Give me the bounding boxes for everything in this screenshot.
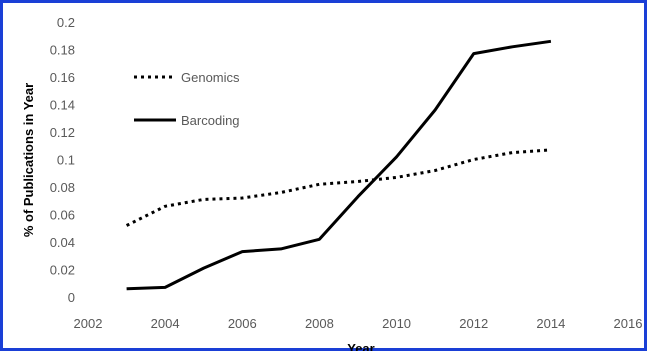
series-line-genomics [125, 148, 552, 227]
x-axis-label: Year [347, 341, 374, 351]
x-tick-label: 2016 [614, 316, 643, 331]
series-layer [125, 39, 552, 291]
y-tick-label: 0.16 [50, 70, 75, 85]
x-tick-label: 2014 [536, 316, 565, 331]
y-tick-label: 0.12 [50, 125, 75, 140]
y-axis-label: % of Publications in Year [21, 83, 36, 237]
y-tick-label: 0.18 [50, 43, 75, 58]
x-tick-label: 2006 [228, 316, 257, 331]
x-tick-label: 2010 [382, 316, 411, 331]
y-tick-label: 0.04 [50, 235, 75, 250]
y-tick-label: 0.08 [50, 180, 75, 195]
y-tick-label: 0.06 [50, 208, 75, 223]
series-line-barcoding [126, 39, 552, 291]
y-tick-label: 0.14 [50, 98, 75, 113]
x-tick-label: 2002 [74, 316, 103, 331]
legend-label-barcoding: Barcoding [181, 113, 240, 128]
x-tick-label: 2004 [151, 316, 180, 331]
y-tick-label: 0.2 [57, 15, 75, 30]
y-axis-ticks: 0 0.02 0.04 0.06 0.08 0.1 0.12 0.14 0.16 0.18 0.2 [50, 15, 75, 305]
y-tick-label: 0.02 [50, 263, 75, 278]
x-axis-ticks: 2002 2004 2006 2008 2010 2012 2014 2016 [74, 316, 643, 331]
legend: Genomics Barcoding [134, 70, 240, 128]
legend-label-genomics: Genomics [181, 70, 240, 85]
y-tick-label: 0 [68, 290, 75, 305]
x-tick-label: 2012 [459, 316, 488, 331]
x-tick-label: 2008 [305, 316, 334, 331]
y-tick-label: 0.1 [57, 153, 75, 168]
